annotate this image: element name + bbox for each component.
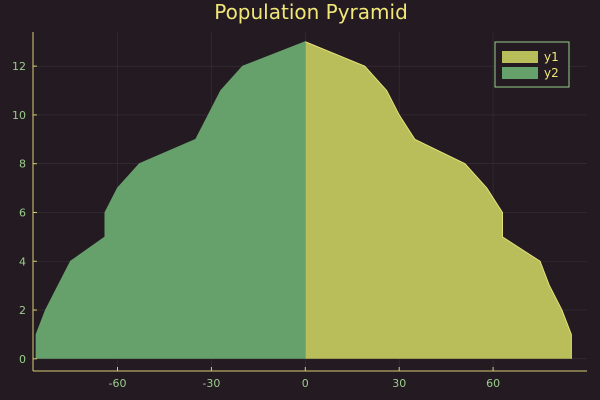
series-line-y2	[35, 41, 306, 359]
x-tick-label: 60	[486, 377, 500, 390]
x-tick-label: 0	[302, 377, 309, 390]
axes	[32, 32, 587, 372]
area-series-y1	[305, 41, 572, 359]
area-series-y2	[36, 41, 306, 359]
y-tick-label: 2	[19, 304, 26, 317]
y-tick-label: 6	[19, 206, 26, 219]
legend-swatch-y2	[502, 67, 538, 79]
x-tick-label: -60	[109, 377, 127, 390]
legend: y1 y2	[494, 41, 570, 88]
y-tick-label: 4	[19, 255, 26, 268]
series-line-y1	[305, 41, 572, 359]
y-tick-label: 8	[19, 158, 26, 171]
legend-label-y2: y2	[544, 66, 559, 80]
series-area	[35, 41, 572, 359]
x-tick-label: -30	[202, 377, 220, 390]
legend-box	[494, 41, 570, 88]
x-tick-label: 30	[392, 377, 406, 390]
y-tick-label: 10	[12, 109, 26, 122]
tick-labels: -60 -30 0 30 60 0 2 4 6 8 10 12	[12, 60, 500, 390]
y-tick-label: 0	[19, 353, 26, 366]
y-tick-label: 12	[12, 60, 26, 73]
legend-label-y1: y1	[544, 50, 559, 64]
legend-swatch-y1	[502, 51, 538, 63]
chart-title: Population Pyramid	[214, 0, 408, 24]
